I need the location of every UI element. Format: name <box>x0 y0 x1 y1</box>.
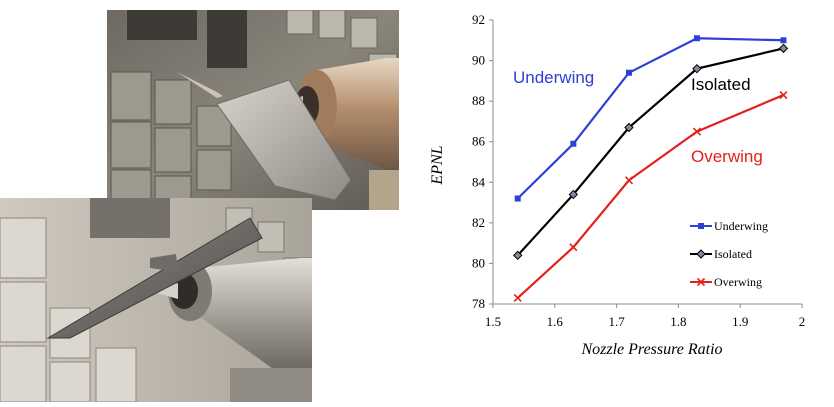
isolated-data-point <box>568 189 579 200</box>
isolated-data-point <box>624 122 634 133</box>
overwing-data-point <box>779 90 788 100</box>
overwing-nozzle-test-photo <box>0 198 312 402</box>
underwing-annotation: Underwing <box>513 68 594 87</box>
epnl-vs-npr-chart: 78 80 82 84 86 88 90 92 1.5 1.6 1.7 1.8 1.9 2 Underwi… <box>400 0 834 402</box>
x-tick-label: 1.8 <box>670 314 686 329</box>
y-axis-title: EPNL <box>429 145 446 185</box>
underwing-data-point <box>780 37 787 44</box>
x-axis-title: Nozzle Pressure Ratio <box>580 341 722 358</box>
underwing-data-point <box>625 69 632 76</box>
overwing-data-point <box>692 127 702 136</box>
legend-label-underwing: Underwing <box>714 219 768 233</box>
underwing-series-line <box>516 37 784 200</box>
cross-stroke <box>624 176 634 185</box>
isolated-data-point <box>513 250 523 261</box>
isolated-annotation: Isolated <box>691 75 751 94</box>
overwing-annotation: Overwing <box>691 147 763 166</box>
y-tick-label: 84 <box>472 174 486 189</box>
overwing-data-point <box>569 243 578 252</box>
overwing-data-point <box>624 176 634 185</box>
y-tick-label: 82 <box>472 215 485 230</box>
y-tick-label: 88 <box>472 93 485 108</box>
isolated-data-point <box>692 63 702 74</box>
legend-label-isolated: Isolated <box>714 247 752 261</box>
legend-marker-isolated <box>696 249 706 259</box>
underwing-data-point <box>570 140 577 147</box>
cross-stroke <box>696 277 706 287</box>
underwing-nozzle-test-photo <box>107 10 399 210</box>
underwing-data-point <box>514 195 521 202</box>
cross-stroke <box>569 243 578 252</box>
cross-stroke <box>779 90 788 100</box>
x-tick-label: 1.7 <box>608 314 625 329</box>
chart-canvas: 78 80 82 84 86 88 90 92 1.5 1.6 1.7 1.8 1.9 2 Underwi… <box>429 12 806 358</box>
legend-marker-underwing <box>698 223 704 229</box>
x-tick-label: 1.5 <box>485 314 501 329</box>
overwing-series-line <box>516 94 784 299</box>
y-tick-label: 86 <box>472 134 486 149</box>
isolated-data-point <box>778 43 789 54</box>
underwing-data-point <box>693 35 700 42</box>
x-tick-label: 1.9 <box>732 314 748 329</box>
y-tick-label: 92 <box>472 12 485 27</box>
legend-label-overwing: Overwing <box>714 275 762 289</box>
y-tick-label: 90 <box>472 53 485 68</box>
cross-stroke <box>513 293 522 302</box>
overwing-data-point <box>513 293 522 302</box>
x-tick-label: 2 <box>799 314 806 329</box>
y-tick-label: 80 <box>472 255 485 270</box>
y-tick-label: 78 <box>472 296 485 311</box>
cross-stroke <box>692 127 702 136</box>
legend-marker-overwing <box>696 277 706 287</box>
x-tick-label: 1.6 <box>547 314 564 329</box>
